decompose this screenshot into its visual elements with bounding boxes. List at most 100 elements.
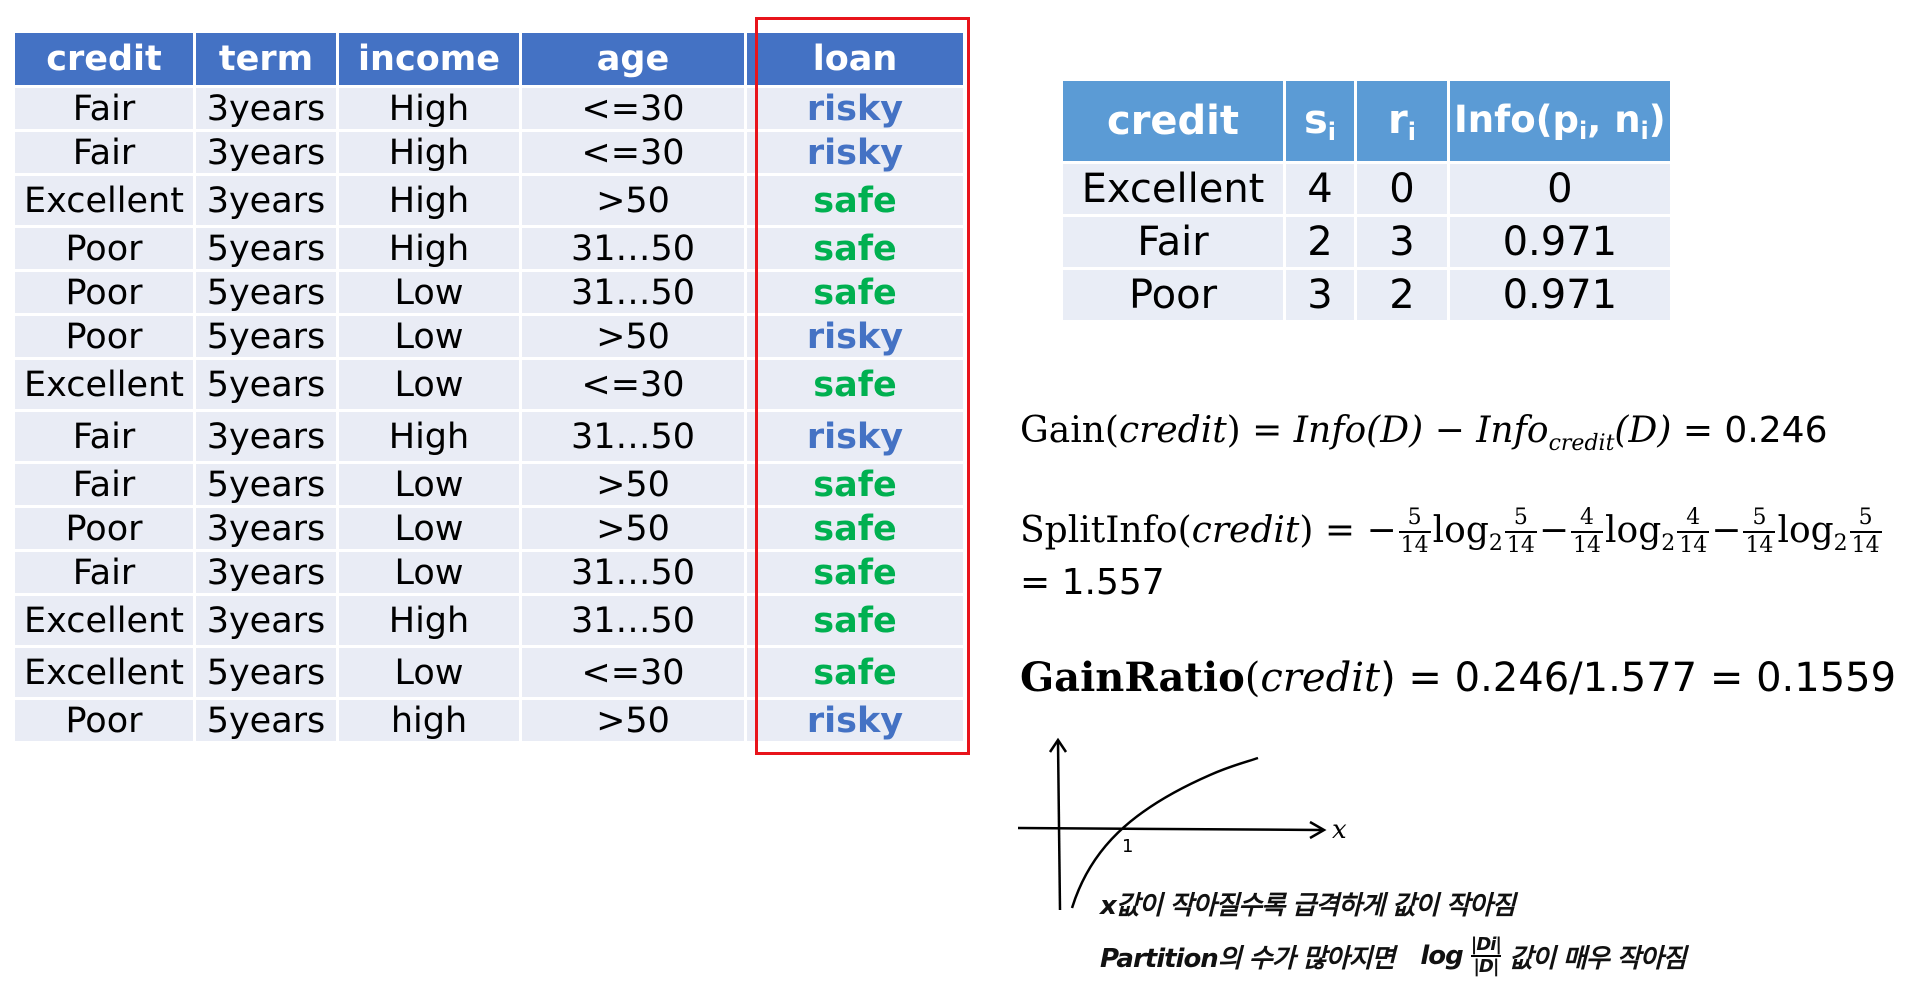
fraction: 4 14 — [1677, 505, 1710, 559]
cell-term: 5years — [196, 272, 336, 313]
cell-credit: Fair — [15, 132, 193, 173]
fraction-denominator: 14 — [1573, 533, 1602, 558]
minus-sign: − — [1711, 510, 1742, 551]
summary-row: Excellent 4 0 0 — [1063, 164, 1670, 214]
cell-income: High — [339, 412, 519, 461]
cell-credit: Excellent — [15, 360, 193, 409]
table-row: Excellent 3years High >50 safe — [15, 176, 963, 225]
log-base: 2 — [1833, 531, 1848, 557]
cell-credit: Fair — [15, 552, 193, 593]
cell-loan: risky — [747, 132, 963, 173]
summary-cell-r: 3 — [1357, 217, 1447, 267]
header-age: age — [522, 33, 744, 85]
cell-age: <=30 — [522, 360, 744, 409]
fraction: 4 14 — [1571, 505, 1604, 559]
header-credit: credit — [15, 33, 193, 85]
summary-cell-credit: Fair — [1063, 217, 1283, 267]
summary-cell-s: 2 — [1286, 217, 1354, 267]
fraction-denominator: 14 — [1851, 533, 1880, 558]
loan-data-table: credit term income age loan Fair 3years Hi… — [12, 30, 966, 744]
fraction-denominator: 14 — [1679, 533, 1708, 558]
cell-income: Low — [339, 316, 519, 357]
table-row: Poor 5years High 31…50 safe — [15, 228, 963, 269]
cell-income: high — [339, 700, 519, 741]
summary-cell-r: 2 — [1357, 270, 1447, 320]
cell-age: >50 — [522, 508, 744, 549]
cell-term: 5years — [196, 700, 336, 741]
credit-summary-table: credit si ri Info(pi, ni) Excellent 4 0 0 Fa… — [1060, 78, 1673, 323]
log-curve-sketch: x 1 — [1017, 737, 1347, 911]
cell-age: >50 — [522, 316, 744, 357]
cell-loan: safe — [747, 176, 963, 225]
header-loan: loan — [747, 33, 963, 85]
summary-cell-info: 0.971 — [1450, 270, 1670, 320]
table-row: Poor 5years Low >50 risky — [15, 316, 963, 357]
fraction: 5 14 — [1743, 505, 1776, 559]
cell-age: >50 — [522, 176, 744, 225]
fraction: 5 14 — [1849, 505, 1882, 559]
fraction-numerator: 5 — [1743, 505, 1776, 533]
table-row: Excellent 3years High 31…50 safe — [15, 596, 963, 645]
cell-income: High — [339, 176, 519, 225]
fraction-numerator: 5 — [1398, 505, 1431, 533]
cell-loan: risky — [747, 88, 963, 129]
gain-formula: Gain(credit) = Info(D) − Infocredit(D) =… — [1020, 410, 1828, 457]
table-row: Fair 3years High <=30 risky — [15, 132, 963, 173]
cell-income: Low — [339, 508, 519, 549]
summary-header-info: Info(pi, ni) — [1450, 81, 1670, 161]
cell-age: <=30 — [522, 648, 744, 697]
cell-income: High — [339, 228, 519, 269]
cell-term: 5years — [196, 464, 336, 505]
cell-loan: safe — [747, 360, 963, 409]
cell-loan: safe — [747, 552, 963, 593]
summary-header-s: si — [1286, 81, 1354, 161]
cell-loan: safe — [747, 596, 963, 645]
summary-row: Fair 2 3 0.971 — [1063, 217, 1670, 267]
fraction: 5 14 — [1504, 505, 1537, 559]
x-axis — [1017, 826, 1323, 832]
cell-age: <=30 — [522, 132, 744, 173]
handwritten-note-line2: Partition의 수가 많아지면 log |Di| |D| 값이 매우 작아… — [1100, 934, 1687, 977]
cell-term: 3years — [196, 552, 336, 593]
fraction-denominator: 14 — [1400, 533, 1429, 558]
log-base: 2 — [1661, 531, 1676, 557]
cell-age: 31…50 — [522, 596, 744, 645]
split-info-result: = 1.557 — [1020, 562, 1165, 603]
table-header-row: credit term income age loan — [15, 33, 963, 85]
table-body: Fair 3years High <=30 risky Fair 3years High <=3… — [15, 88, 963, 741]
summary-cell-info: 0.971 — [1450, 217, 1670, 267]
summary-cell-credit: Excellent — [1063, 164, 1283, 214]
cell-credit: Fair — [15, 412, 193, 461]
summary-header-credit: credit — [1063, 81, 1283, 161]
log-base: 2 — [1488, 531, 1503, 557]
table-row: Fair 3years High 31…50 risky — [15, 412, 963, 461]
log-symbol: log — [1605, 510, 1662, 551]
summary-cell-info: 0 — [1450, 164, 1670, 214]
tick-one-label: 1 — [1122, 836, 1133, 857]
summary-row: Poor 3 2 0.971 — [1063, 270, 1670, 320]
summary-cell-s: 3 — [1286, 270, 1354, 320]
cell-income: Low — [339, 648, 519, 697]
cell-term: 3years — [196, 508, 336, 549]
handwritten-note-line1: x값이 작아질수록 급격하게 값이 작아짐 — [1100, 891, 1516, 921]
y-axis-arrow — [1048, 737, 1068, 753]
cell-loan: safe — [747, 648, 963, 697]
cell-age: >50 — [522, 464, 744, 505]
cell-term: 5years — [196, 360, 336, 409]
cell-age: 31…50 — [522, 272, 744, 313]
table-row: Excellent 5years Low <=30 safe — [15, 360, 963, 409]
cell-loan: risky — [747, 412, 963, 461]
split-info-terms: 5 14 log2 5 14−4 14 log2 4 14−5 14 log2 5 14 — [1397, 505, 1884, 558]
summary-cell-r: 0 — [1357, 164, 1447, 214]
header-term: term — [196, 33, 336, 85]
table-row: Fair 3years High <=30 risky — [15, 88, 963, 129]
fraction-denominator: 14 — [1506, 533, 1535, 558]
cell-term: 5years — [196, 648, 336, 697]
cell-credit: Poor — [15, 508, 193, 549]
summary-cell-credit: Poor — [1063, 270, 1283, 320]
table-row: Poor 5years Low 31…50 safe — [15, 272, 963, 313]
cell-loan: safe — [747, 228, 963, 269]
cell-loan: safe — [747, 508, 963, 549]
table-row: Poor 3years Low >50 safe — [15, 508, 963, 549]
cell-age: 31…50 — [522, 412, 744, 461]
